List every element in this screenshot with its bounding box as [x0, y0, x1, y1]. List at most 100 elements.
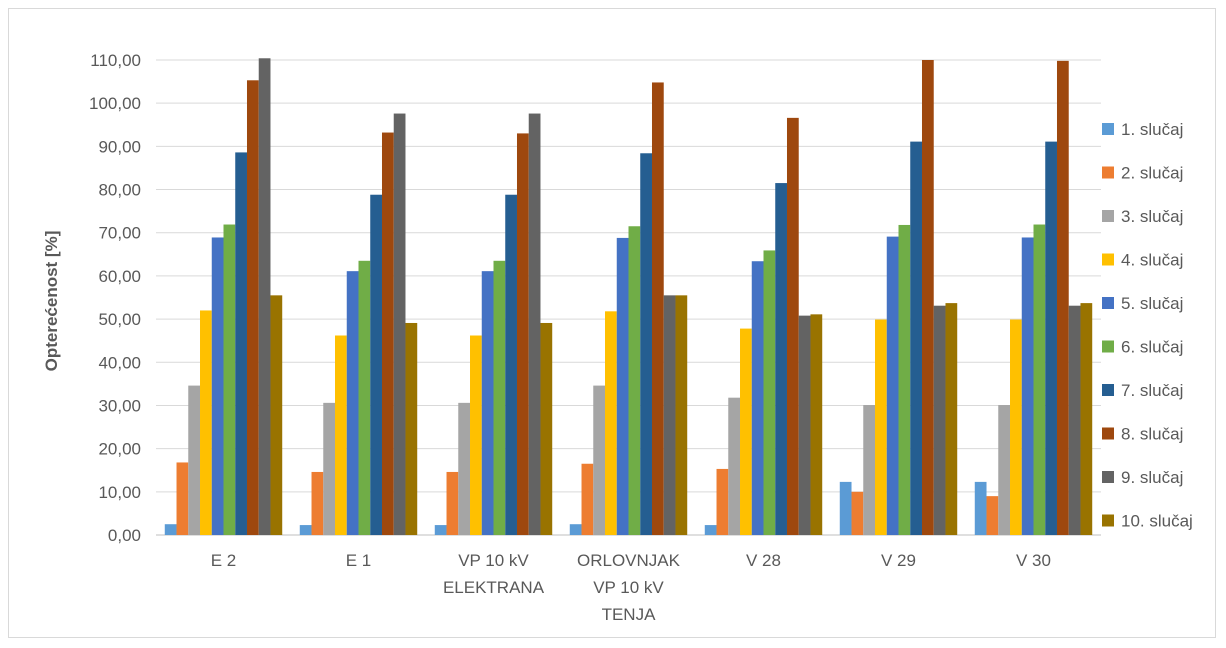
bar: [458, 402, 471, 535]
bar: [775, 183, 787, 535]
bar: [211, 237, 224, 535]
bar: [370, 194, 382, 535]
y-tick-label: 110,00: [90, 51, 141, 70]
bar: [986, 496, 999, 535]
legend-item: 3. slučaj: [1102, 207, 1183, 226]
y-tick-label: 0,00: [108, 526, 141, 545]
bar: [998, 405, 1011, 535]
y-axis-label: Opterećenost [%]: [42, 231, 61, 372]
legend-label: 1. slučaj: [1121, 120, 1183, 139]
bar: [176, 462, 189, 535]
bar: [528, 113, 541, 535]
legend-item: 7. slučaj: [1102, 381, 1183, 400]
legend-item: 1. slučaj: [1102, 120, 1183, 139]
bar: [188, 385, 201, 535]
legend-swatch: [1102, 166, 1114, 179]
legend-label: 2. slučaj: [1121, 164, 1183, 183]
legend-label: 6. slučaj: [1121, 338, 1183, 357]
legend-item: 10. slučaj: [1102, 512, 1193, 531]
bar: [1021, 237, 1034, 535]
y-tick-label: 80,00: [98, 181, 141, 200]
bar: [470, 335, 482, 535]
bar: [640, 153, 652, 536]
bar: [481, 271, 494, 535]
y-tick-label: 100,00: [89, 94, 141, 113]
bar: [704, 525, 717, 535]
bar: [346, 271, 359, 535]
y-tick-label: 60,00: [98, 267, 141, 286]
bar: [516, 133, 529, 535]
bar: [974, 481, 987, 535]
y-tick-label: 30,00: [98, 396, 141, 415]
bar: [663, 295, 676, 535]
bar: [910, 141, 922, 535]
bar: [763, 250, 776, 535]
bar: [921, 60, 934, 535]
legend-label: 8. slučaj: [1121, 425, 1183, 444]
bar: [164, 524, 177, 535]
legend-swatch: [1102, 471, 1114, 483]
bar: [335, 335, 347, 535]
bar: [358, 260, 371, 535]
x-axis-labels: E 2 E 1 VP 10 kV ELEKTRANA ORLOVNJAK VP 10 kV…: [211, 551, 1051, 624]
y-tick-label: 90,00: [98, 137, 141, 156]
x-tick-label: V 29: [881, 551, 916, 570]
bar: [675, 295, 688, 535]
bar: [1045, 141, 1057, 535]
bar: [740, 328, 752, 535]
bar: [728, 397, 741, 535]
x-tick-label: V 28: [746, 551, 781, 570]
legend-label: 10. slučaj: [1121, 512, 1193, 531]
legend-swatch: [1102, 427, 1114, 440]
legend-swatch: [1102, 514, 1114, 527]
bars: [164, 58, 1093, 536]
bar: [1056, 60, 1069, 535]
legend-label: 9. slučaj: [1121, 468, 1183, 487]
bar: [200, 310, 212, 535]
chart-area: 0,00 10,00 20,00 30,00 40,00 50,00 60,00 70,00 8…: [8, 8, 1216, 638]
bar: [323, 402, 336, 535]
bar: [628, 226, 641, 535]
x-tick-label: ORLOVNJAK: [577, 551, 681, 570]
legend-item: 5. slučaj: [1102, 294, 1183, 313]
bar: [1068, 305, 1081, 535]
bar: [851, 491, 864, 535]
legend-swatch: [1102, 297, 1114, 309]
bar: [810, 314, 823, 535]
legend-swatch: [1102, 384, 1114, 396]
bar: [434, 525, 447, 535]
bar: [246, 80, 259, 535]
bar: [505, 194, 517, 535]
bar: [581, 463, 594, 535]
legend: 1. slučaj 2. slučaj 3. slučaj 4. slučaj 5. s…: [1102, 120, 1193, 531]
legend-swatch: [1102, 253, 1114, 266]
bar-chart: 0,00 10,00 20,00 30,00 40,00 50,00 60,00 70,00 8…: [42, 51, 1193, 624]
bar: [651, 82, 664, 536]
legend-label: 4. slučaj: [1121, 251, 1183, 270]
bar: [898, 224, 911, 536]
x-tick-label: ELEKTRANA: [443, 578, 545, 597]
legend-item: 8. slučaj: [1102, 425, 1183, 444]
bar: [886, 236, 899, 535]
y-axis-ticks: 0,00 10,00 20,00 30,00 40,00 50,00 60,00 70,00 8…: [89, 51, 141, 545]
bar: [751, 261, 764, 535]
bar: [933, 305, 946, 535]
bar: [1080, 303, 1093, 535]
bar: [540, 322, 553, 535]
bar: [393, 113, 406, 535]
bar: [235, 152, 247, 535]
bar: [405, 322, 418, 535]
legend-item: 4. slučaj: [1102, 251, 1183, 270]
legend-label: 5. slučaj: [1121, 294, 1183, 313]
y-tick-label: 20,00: [98, 440, 141, 459]
legend-swatch: [1102, 123, 1114, 135]
x-tick-label: V 30: [1016, 551, 1051, 570]
bar: [223, 224, 236, 536]
bar: [863, 405, 876, 535]
x-tick-label: TENJA: [602, 605, 657, 624]
bar: [381, 132, 394, 535]
bar: [798, 315, 811, 535]
bar: [786, 117, 799, 535]
bar: [270, 295, 283, 535]
legend-item: 9. slučaj: [1102, 468, 1183, 487]
